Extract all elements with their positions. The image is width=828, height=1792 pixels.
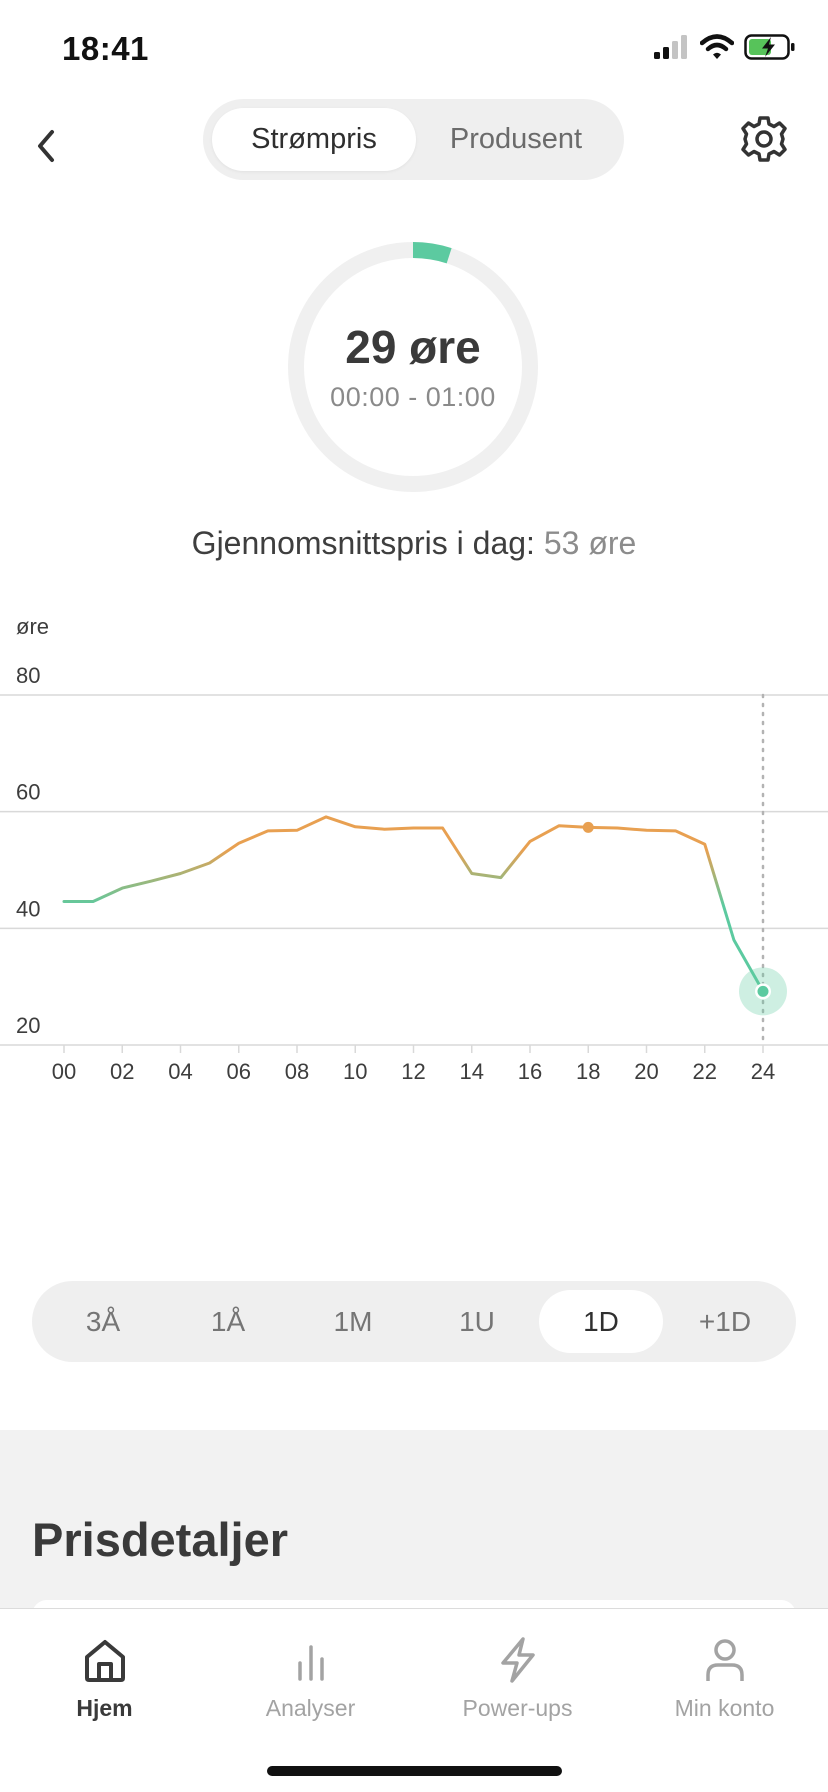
price-details-section: Prisdetaljer [0, 1430, 828, 1630]
chart-markers [582, 821, 787, 1016]
tab-bar: Hjem Analyser Power-ups Min konto [0, 1608, 828, 1792]
x-tick-label: 00 [52, 1059, 76, 1084]
user-icon [705, 1639, 744, 1681]
tab-min-konto[interactable]: Min konto [621, 1635, 828, 1722]
price-gauge [288, 242, 538, 492]
status-bar: 18:41 [0, 0, 828, 100]
current-price-value: 29 øre [345, 321, 481, 373]
x-tick-label: 06 [227, 1059, 251, 1084]
price-details-title: Prisdetaljer [32, 1513, 289, 1566]
tab-hjem[interactable]: Hjem [1, 1635, 208, 1722]
tab-label: Hjem [76, 1695, 133, 1721]
back-button[interactable] [26, 124, 66, 168]
period-selector: 3Å 1Å 1M 1U 1D +1D [32, 1281, 796, 1362]
price-line [62, 815, 765, 993]
tab-label: Min konto [674, 1695, 775, 1721]
price-chart[interactable]: øre 80 60 40 20 00 02 04 06 08 10 12 14 16 18 20 22 24 [0, 610, 828, 1240]
price-type-switch: Strømpris Produsent [203, 99, 624, 180]
tab-label: Analyser [265, 1695, 356, 1721]
y-tick-label: 40 [16, 896, 40, 921]
home-indicator [267, 1766, 562, 1776]
x-tick-label: 02 [110, 1059, 134, 1084]
period-3a[interactable]: 3Å [85, 1305, 121, 1337]
lightning-icon [500, 1637, 535, 1683]
settings-button[interactable] [738, 113, 790, 165]
tab-label: Power-ups [462, 1695, 573, 1721]
x-tick-label: 04 [168, 1059, 192, 1084]
x-tick-label: 24 [751, 1059, 775, 1084]
average-price-label: Gjennomsnittspris i dag: [191, 525, 535, 561]
x-axis-ticks: 00 02 04 06 08 10 12 14 16 18 20 22 24 [52, 1045, 775, 1084]
tab-strompris[interactable]: Strømpris [212, 108, 416, 171]
x-tick-label: 20 [634, 1059, 658, 1084]
tab-power-ups[interactable]: Power-ups [414, 1635, 621, 1722]
bar-chart-icon [297, 1645, 324, 1681]
x-tick-label: 18 [576, 1059, 600, 1084]
x-tick-label: 14 [460, 1059, 484, 1084]
status-icons [652, 34, 796, 60]
chart-point [582, 821, 594, 833]
y-tick-label: 60 [16, 780, 40, 805]
tab-analyser[interactable]: Analyser [207, 1635, 414, 1722]
chart-grid [0, 694, 828, 1046]
tab-produsent[interactable]: Produsent [449, 123, 583, 155]
current-point [757, 985, 769, 997]
average-price-value: 53 øre [543, 525, 637, 561]
status-time: 18:41 [62, 30, 149, 67]
gear-icon [741, 116, 787, 162]
cellular-signal-icon [654, 35, 687, 59]
home-icon [84, 1640, 125, 1682]
period-plus-1d[interactable]: +1D [698, 1305, 752, 1337]
y-tick-label: 80 [16, 663, 40, 688]
period-1d[interactable]: 1D [539, 1290, 663, 1353]
x-tick-label: 22 [693, 1059, 717, 1084]
period-1u[interactable]: 1U [459, 1305, 495, 1337]
y-axis-ticks: 80 60 40 20 [16, 663, 40, 1038]
period-1a[interactable]: 1Å [210, 1305, 246, 1337]
battery-charging-icon [744, 34, 795, 60]
x-tick-label: 16 [518, 1059, 542, 1084]
x-tick-label: 08 [285, 1059, 309, 1084]
x-tick-label: 10 [343, 1059, 367, 1084]
period-1m[interactable]: 1M [333, 1305, 373, 1337]
price-gauge-arc [288, 242, 538, 492]
y-axis-unit: øre [16, 614, 49, 639]
x-tick-label: 12 [401, 1059, 425, 1084]
y-tick-label: 20 [16, 1013, 40, 1038]
average-price: Gjennomsnittspris i dag: 53 øre [0, 525, 828, 562]
chevron-left-icon [38, 130, 54, 162]
current-price-time: 00:00 - 01:00 [330, 382, 496, 412]
wifi-icon [700, 34, 734, 59]
